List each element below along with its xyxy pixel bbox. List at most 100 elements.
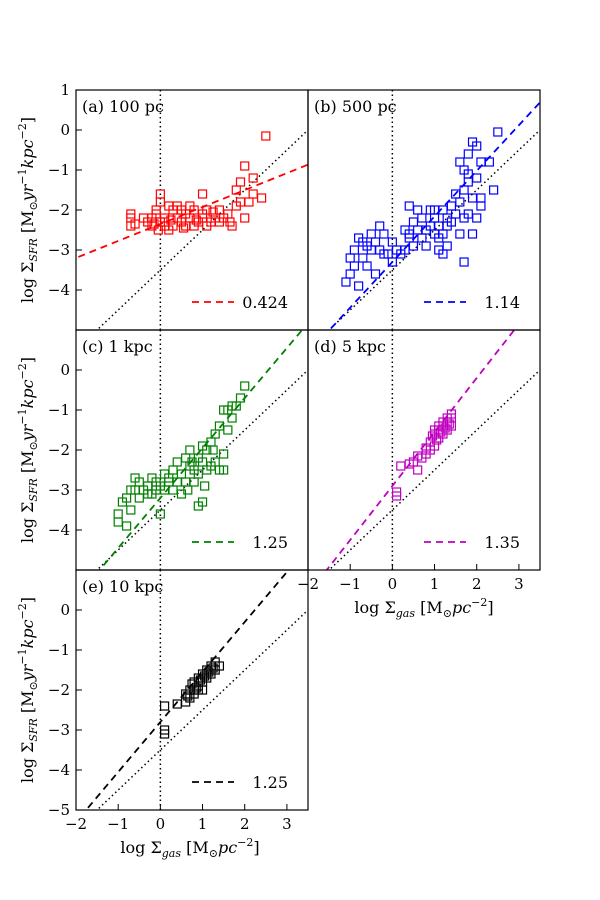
y-tick-label: −3: [48, 481, 70, 499]
data-point: [227, 413, 237, 423]
data-point: [208, 207, 218, 217]
data-point: [413, 205, 423, 215]
y-tick-label: −4: [48, 761, 70, 779]
data-point: [240, 381, 250, 391]
fit-line: [98, 330, 304, 570]
x-tick-label: −1: [339, 575, 361, 593]
data-point: [446, 409, 457, 419]
plot-area: [325, 330, 540, 570]
y-axis-title-top: log ΣSFR [M⊙yr−1kpc−2]: [16, 117, 40, 303]
data-point: [370, 269, 381, 279]
x-tick-label: −1: [107, 815, 129, 833]
data-point: [463, 149, 473, 159]
data-point: [202, 205, 212, 215]
data-point: [404, 201, 414, 211]
y-axis-title-bottom: log ΣSFR [M⊙yr−1kpc−2]: [16, 597, 40, 783]
y-tick-label: 0: [60, 121, 70, 139]
data-point: [197, 685, 208, 695]
data-point: [421, 241, 431, 251]
x-tick-label: 3: [514, 575, 524, 593]
x-axis-title-right: log Σgas [M⊙pc−2]: [354, 596, 493, 620]
data-point: [484, 157, 494, 167]
data-point: [404, 229, 414, 239]
data-point: [463, 177, 473, 187]
data-point: [235, 393, 246, 403]
data-point: [187, 457, 197, 467]
data-point: [223, 425, 233, 435]
data-point: [261, 131, 271, 141]
unity-reference-line: [328, 128, 540, 330]
x-tick-label: 0: [156, 815, 166, 833]
unity-reference-line: [328, 368, 540, 570]
data-point: [362, 261, 372, 271]
data-point: [257, 193, 267, 203]
y-tick-label: −2: [48, 201, 70, 219]
data-point: [219, 449, 229, 459]
data-point: [451, 209, 461, 219]
data-point: [379, 229, 389, 239]
data-point: [208, 663, 218, 673]
data-point: [130, 219, 140, 229]
x-axis-title-bottom: log Σgas [M⊙pc−2]: [120, 836, 259, 860]
data-point: [227, 401, 237, 411]
data-point: [442, 241, 452, 251]
data-point: [235, 177, 246, 187]
unity-reference-line: [96, 608, 308, 810]
data-point: [366, 229, 376, 239]
plot-area: [328, 90, 540, 330]
data-point: [472, 141, 482, 151]
panel-label: (c) 1 kpc: [82, 337, 153, 356]
data-point: [341, 277, 351, 287]
data-point: [200, 481, 210, 491]
data-point: [248, 173, 258, 183]
plot-area: [84, 570, 308, 810]
data-point: [493, 127, 503, 137]
data-point: [417, 213, 427, 223]
panel-label: (b) 500 pc: [314, 97, 397, 116]
data-point: [126, 505, 136, 515]
data-point: [375, 221, 385, 231]
data-point: [370, 237, 381, 247]
data-point: [193, 501, 203, 511]
panels-group: 1 0 −1 −2 −3 −4 (a) 100 pc 0.424 (b) 500 pc 1.14 0…: [48, 81, 541, 833]
y-tick-label: −5: [48, 801, 70, 819]
x-tick-label: −2: [65, 815, 87, 833]
data-point: [429, 205, 440, 215]
data-point: [489, 185, 499, 195]
fit-line: [325, 330, 516, 570]
axes-frame: [307, 329, 541, 571]
data-point: [166, 215, 176, 225]
y-tick-label: −2: [48, 681, 70, 699]
y-tick-label: 0: [60, 601, 70, 619]
data-point: [113, 517, 123, 527]
data-point: [391, 491, 402, 501]
fit-line: [76, 163, 308, 259]
y-tick-label: −1: [48, 161, 70, 179]
y-tick-label: −3: [48, 721, 70, 739]
data-point: [442, 213, 452, 223]
y-tick-label: −4: [48, 521, 70, 539]
panel-2: (b) 500 pc 1.14: [307, 89, 541, 331]
data-point: [467, 229, 478, 239]
data-point: [197, 189, 208, 199]
data-point: [244, 197, 254, 207]
data-point: [155, 509, 165, 519]
y-tick-label: −2: [48, 441, 70, 459]
fit-line: [328, 101, 540, 330]
data-point: [413, 465, 423, 475]
legend-label: 1.25: [252, 773, 288, 792]
data-point: [134, 493, 144, 503]
panel-label: (a) 100 pc: [82, 97, 164, 116]
data-point: [240, 213, 250, 223]
unity-reference-line: [96, 368, 308, 570]
y-tick-label: −3: [48, 241, 70, 259]
data-point: [149, 219, 159, 229]
legend-label: 0.424: [242, 293, 288, 312]
data-point: [455, 157, 465, 167]
data-point: [472, 173, 482, 183]
data-point: [476, 157, 486, 167]
data-point: [122, 521, 132, 531]
data-point: [181, 477, 191, 487]
